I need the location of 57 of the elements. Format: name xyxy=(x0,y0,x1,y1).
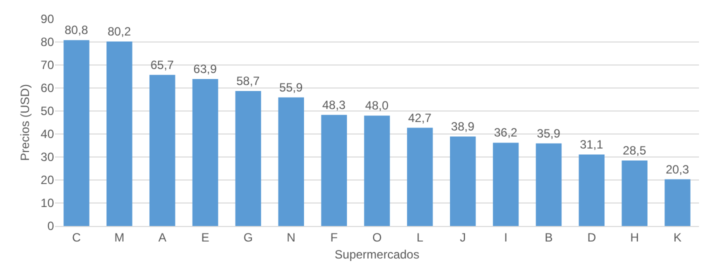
data-label: 36,2 xyxy=(494,126,518,140)
y-tick-label: 50 xyxy=(40,104,54,118)
x-tick-label: A xyxy=(158,230,166,244)
x-tick-label: D xyxy=(587,230,596,244)
x-tick-label: L xyxy=(416,230,424,244)
bar xyxy=(450,136,476,226)
data-label: 80,8 xyxy=(64,23,88,38)
data-label: 28,5 xyxy=(622,143,646,158)
bar xyxy=(536,143,562,226)
x-tick-label: I xyxy=(504,230,508,244)
bar xyxy=(278,97,304,226)
data-label: 65,7 xyxy=(150,58,174,72)
x-tick-label: K xyxy=(674,230,682,244)
data-label: 48,0 xyxy=(365,98,389,113)
data-label: 42,7 xyxy=(408,110,432,125)
y-tick-label: 60 xyxy=(40,81,54,96)
y-axis-title: Precios (USD) xyxy=(18,84,32,161)
y-tick-label: 70 xyxy=(40,58,54,72)
y-tick-label: 0 xyxy=(47,219,54,234)
bar xyxy=(622,160,648,226)
bar xyxy=(407,128,433,226)
x-tick-label: J xyxy=(460,230,466,244)
data-label: 55,9 xyxy=(279,80,303,94)
y-tick-label: 30 xyxy=(40,150,54,164)
x-tick-label: E xyxy=(201,230,210,244)
y-tick-label: 10 xyxy=(40,196,54,210)
bar xyxy=(578,154,605,226)
bar xyxy=(664,179,690,226)
data-label: 80,2 xyxy=(108,24,132,39)
x-tick-label: O xyxy=(372,230,382,244)
x-tick-label: C xyxy=(72,230,82,244)
data-label: 35,9 xyxy=(536,126,561,140)
bar xyxy=(192,79,218,226)
y-tick-label: 80 xyxy=(40,35,54,50)
bar xyxy=(321,114,347,226)
bar xyxy=(106,42,132,226)
x-tick-label: B xyxy=(544,230,553,244)
data-label: 63,9 xyxy=(193,62,218,76)
bar xyxy=(364,116,390,226)
x-tick-label: M xyxy=(114,230,124,244)
x-axis-title: Supermercados xyxy=(334,247,420,262)
y-tick-label: 20 xyxy=(40,173,54,188)
bar xyxy=(149,74,176,226)
bar xyxy=(235,90,262,226)
data-label: 58,7 xyxy=(236,74,260,88)
x-tick-label: N xyxy=(286,230,296,244)
bar xyxy=(64,40,90,226)
bar xyxy=(492,142,519,226)
x-tick-label: H xyxy=(630,230,639,244)
data-label: 31,1 xyxy=(580,137,604,152)
data-label: 38,9 xyxy=(451,120,475,134)
x-tick-label: G xyxy=(244,230,253,244)
y-tick-label: 40 xyxy=(40,127,54,142)
x-tick-label: F xyxy=(330,230,338,244)
data-label: 20,3 xyxy=(666,162,690,176)
data-label: 48,3 xyxy=(322,98,346,112)
y-tick-label: 90 xyxy=(40,12,54,26)
